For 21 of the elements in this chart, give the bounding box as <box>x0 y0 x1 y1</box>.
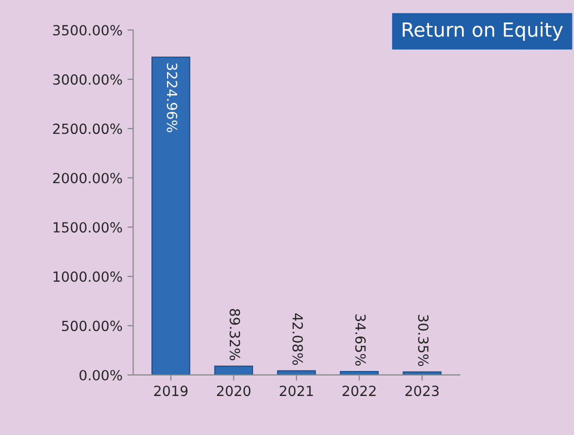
data-label: 34.65% <box>355 314 366 366</box>
y-tick-label: 2500.00% <box>53 124 122 134</box>
y-tick-label: 0.00% <box>80 370 122 380</box>
x-tick-label: 2021 <box>280 386 313 396</box>
x-tick-label: 2019 <box>154 386 188 396</box>
x-tick-label: 2020 <box>217 386 250 396</box>
data-label: 42.08% <box>292 313 303 365</box>
x-tick-label: 2022 <box>342 386 376 396</box>
y-tick-label: 1500.00% <box>54 222 122 233</box>
bar <box>214 366 254 375</box>
data-label: 3224.96% <box>166 63 178 132</box>
y-tick-label: 1000.00% <box>54 271 122 282</box>
y-tick-label: 2000.00% <box>53 172 122 184</box>
bar <box>151 56 190 375</box>
y-tick-label: 3000.00% <box>53 74 122 85</box>
x-tick-label: 2023 <box>405 386 439 396</box>
chart-title: Return on Equity <box>402 22 563 41</box>
data-label: 89.32% <box>230 308 240 360</box>
y-tick-label: 3500.00% <box>53 24 122 36</box>
data-label: 30.35% <box>418 314 429 366</box>
y-tick-label: 500.00% <box>62 320 122 332</box>
